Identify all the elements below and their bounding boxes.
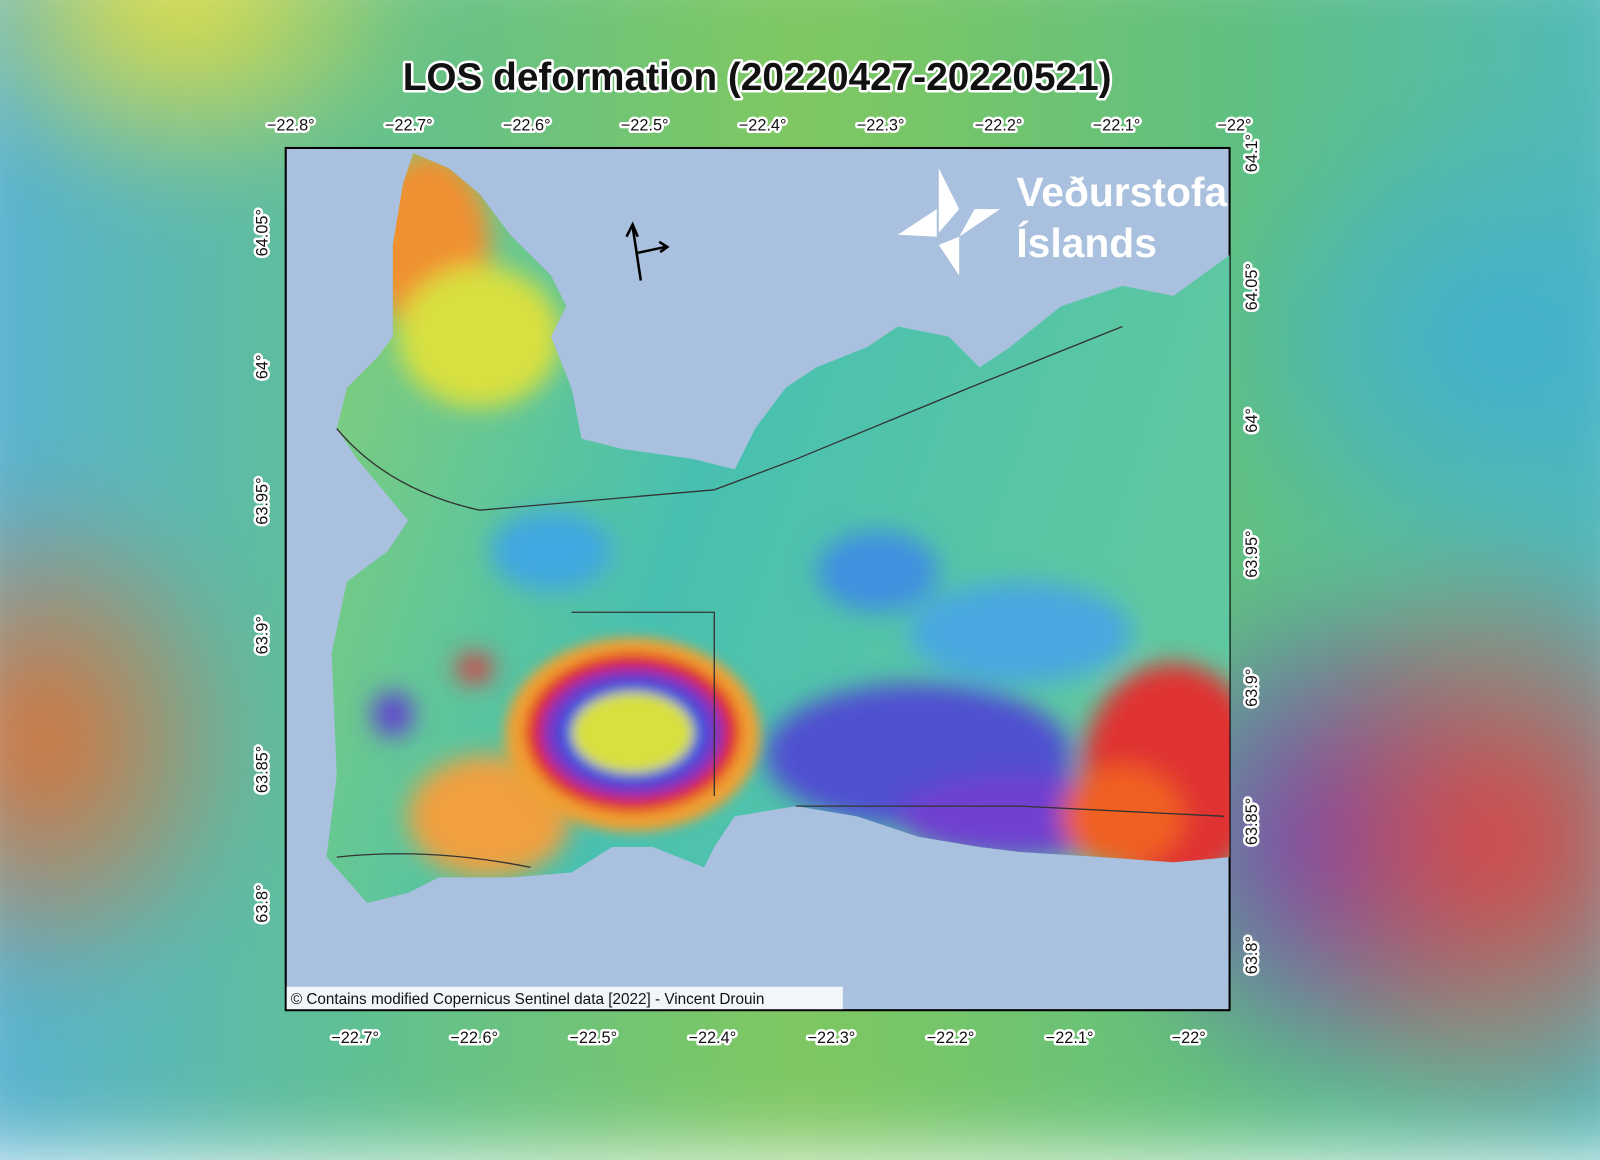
tick-label: −22° — [1172, 1029, 1206, 1047]
tick-label: 63.8° — [1243, 936, 1261, 974]
tick-label: −22.4° — [688, 1029, 736, 1047]
tick-label: 64° — [1243, 408, 1261, 433]
tick-label: −22.2° — [927, 1029, 975, 1047]
tick-label: −22.1° — [1093, 117, 1141, 135]
map: Veðurstofa Íslands © Contains modified C… — [251, 55, 1264, 1049]
north-arrow — [625, 221, 670, 281]
tick-label: −22.2° — [975, 117, 1023, 135]
tick-label: 64.05° — [253, 209, 271, 256]
roads — [336, 325, 1225, 868]
credit-background — [286, 986, 843, 1010]
tick-label: −22.5° — [621, 117, 669, 135]
tick-label: 63.8° — [253, 884, 271, 922]
credit: © Contains modified Copernicus Sentinel … — [291, 991, 765, 1008]
title: LOS deformation (20220427-20220521) — [403, 56, 1112, 99]
logo-text: Veðurstofa — [1016, 169, 1227, 215]
tick-label: −22.5° — [569, 1029, 617, 1047]
tick-label: −22.4° — [739, 117, 787, 135]
logo-mark — [897, 168, 1000, 276]
tick-label: 63.95° — [253, 477, 271, 524]
tick-label: −22.7° — [385, 117, 433, 135]
tick-label: −22.6° — [503, 117, 551, 135]
tick-label: −22° — [1217, 117, 1251, 135]
tick-label: −22.8° — [267, 117, 315, 135]
axis-labels: −22.8° −22.7° −22.6° −22.5° −22.4° −22.3° −22.… — [251, 114, 1264, 1049]
tick-label: −22.3° — [857, 117, 905, 135]
tick-label: 63.85° — [253, 746, 271, 793]
tick-label: 64.1° — [1243, 134, 1261, 172]
tick-label: −22.1° — [1046, 1029, 1094, 1047]
logo-text: Íslands — [1016, 220, 1157, 266]
tick-label: 63.9° — [1243, 669, 1261, 707]
tick-label: −22.6° — [450, 1029, 498, 1047]
tick-label: 63.95° — [1243, 530, 1261, 577]
tick-label: 63.9° — [253, 616, 271, 654]
tick-label: 63.85° — [1243, 798, 1261, 845]
tick-label: −22.7° — [331, 1029, 379, 1047]
tick-label: 64.05° — [1243, 263, 1261, 310]
tick-label: 64° — [253, 355, 271, 380]
tick-label: −22.3° — [808, 1029, 856, 1047]
